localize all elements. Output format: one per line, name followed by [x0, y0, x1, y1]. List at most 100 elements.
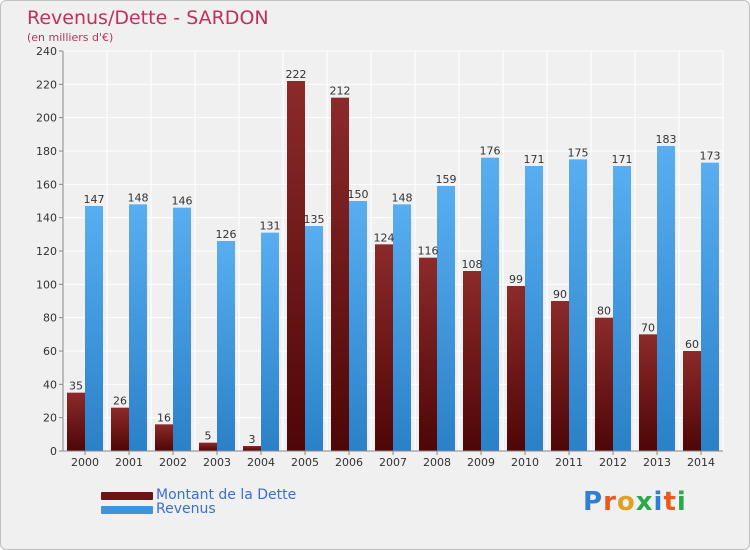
x-tick-label: 2013: [643, 456, 671, 469]
chart-title: Revenus/Dette - SARDON: [27, 7, 269, 29]
x-tick-label: 2003: [203, 456, 231, 469]
y-tick-label: 160: [36, 178, 57, 191]
logo-letter: o: [616, 487, 636, 517]
revenus-value-label: 148: [392, 191, 413, 204]
y-tick-label: 220: [36, 78, 57, 91]
revenus-bar: [261, 232, 279, 451]
debt-value-label: 16: [157, 411, 171, 424]
revenus-bar: [481, 157, 499, 451]
revenus-value-label: 183: [656, 133, 677, 146]
debt-bar: [551, 301, 569, 451]
x-tick-label: 2008: [423, 456, 451, 469]
revenus-bar: [305, 226, 323, 451]
debt-bar: [463, 271, 481, 451]
x-tick-label: 2014: [687, 456, 715, 469]
debt-bar: [155, 424, 173, 451]
revenus-bar: [217, 241, 235, 451]
revenus-bar: [393, 204, 411, 451]
revenus-bar: [569, 159, 587, 452]
revenus-bar: [525, 166, 543, 451]
debt-value-label: 26: [113, 395, 127, 408]
revenus-bar: [613, 166, 631, 451]
logo-letter: r: [603, 487, 617, 517]
debt-bar: [199, 442, 217, 451]
legend-swatch-debt: [101, 492, 153, 500]
logo-letter: t: [663, 487, 677, 517]
revenus-value-label: 173: [700, 150, 721, 163]
revenus-value-label: 159: [436, 173, 457, 186]
debt-bar: [639, 334, 657, 451]
x-tick-label: 2011: [555, 456, 583, 469]
y-tick-label: 200: [36, 112, 57, 125]
y-tick-label: 120: [36, 245, 57, 258]
debt-bar: [595, 317, 613, 451]
debt-value-label: 80: [597, 305, 611, 318]
x-tick-label: 2012: [599, 456, 627, 469]
debt-value-label: 99: [509, 273, 523, 286]
revenus-value-label: 131: [260, 220, 281, 233]
x-tick-label: 2000: [71, 456, 99, 469]
y-tick-label: 60: [43, 345, 57, 358]
debt-bar: [111, 407, 129, 451]
x-tick-label: 2006: [335, 456, 363, 469]
debt-bar: [507, 286, 525, 451]
x-tick-label: 2010: [511, 456, 539, 469]
y-tick-label: 20: [43, 412, 57, 425]
logo-letter: i: [676, 487, 687, 517]
x-tick-label: 2005: [291, 456, 319, 469]
revenus-value-label: 147: [84, 193, 105, 206]
debt-value-label: 5: [205, 430, 212, 443]
y-tick-label: 40: [43, 378, 57, 391]
debt-value-label: 124: [374, 231, 395, 244]
revenus-bar: [701, 162, 719, 451]
x-tick-label: 2004: [247, 456, 275, 469]
debt-bar: [375, 244, 393, 451]
debt-value-label: 222: [286, 68, 307, 81]
logo-letter: x: [635, 487, 654, 517]
revenus-bar: [129, 204, 147, 451]
debt-bar: [419, 257, 437, 451]
logo-letter: P: [583, 487, 604, 517]
revenus-bar: [173, 207, 191, 451]
revenus-value-label: 175: [568, 146, 589, 159]
revenus-value-label: 148: [128, 191, 149, 204]
x-tick-label: 2007: [379, 456, 407, 469]
revenus-value-label: 126: [216, 228, 237, 241]
y-tick-label: 140: [36, 212, 57, 225]
y-tick-label: 80: [43, 312, 57, 325]
revenus-value-label: 171: [612, 153, 633, 166]
revenus-bar: [437, 186, 455, 451]
debt-bar: [331, 97, 349, 452]
revenus-bar: [349, 201, 367, 451]
chart-subtitle: (en milliers d'€): [27, 31, 114, 44]
legend-label-debt: Montant de la Dette: [156, 487, 297, 503]
debt-bar: [287, 81, 305, 451]
debt-bar: [683, 351, 701, 451]
debt-value-label: 212: [330, 85, 351, 98]
revenus-bar: [85, 206, 103, 451]
proxiti-logo: Proxiti: [583, 487, 687, 517]
y-tick-label: 100: [36, 278, 57, 291]
debt-value-label: 108: [462, 258, 483, 271]
legend-swatch-revenus: [101, 506, 153, 514]
x-tick-label: 2001: [115, 456, 143, 469]
revenus-value-label: 171: [524, 153, 545, 166]
revenus-value-label: 150: [348, 188, 369, 201]
y-tick-label: 180: [36, 145, 57, 158]
revenus-bar: [657, 146, 675, 451]
debt-value-label: 90: [553, 288, 567, 301]
debt-bar: [67, 392, 85, 451]
revenus-value-label: 135: [304, 213, 325, 226]
legend-label-revenus: Revenus: [156, 501, 216, 517]
debt-bar: [243, 446, 261, 451]
x-tick-label: 2002: [159, 456, 187, 469]
y-tick-label: 240: [36, 45, 57, 58]
debt-value-label: 60: [685, 338, 699, 351]
revenus-value-label: 146: [172, 195, 193, 208]
x-tick-label: 2009: [467, 456, 495, 469]
debt-value-label: 116: [418, 245, 439, 258]
revenus-value-label: 176: [480, 145, 501, 158]
logo-letter: i: [653, 487, 664, 517]
